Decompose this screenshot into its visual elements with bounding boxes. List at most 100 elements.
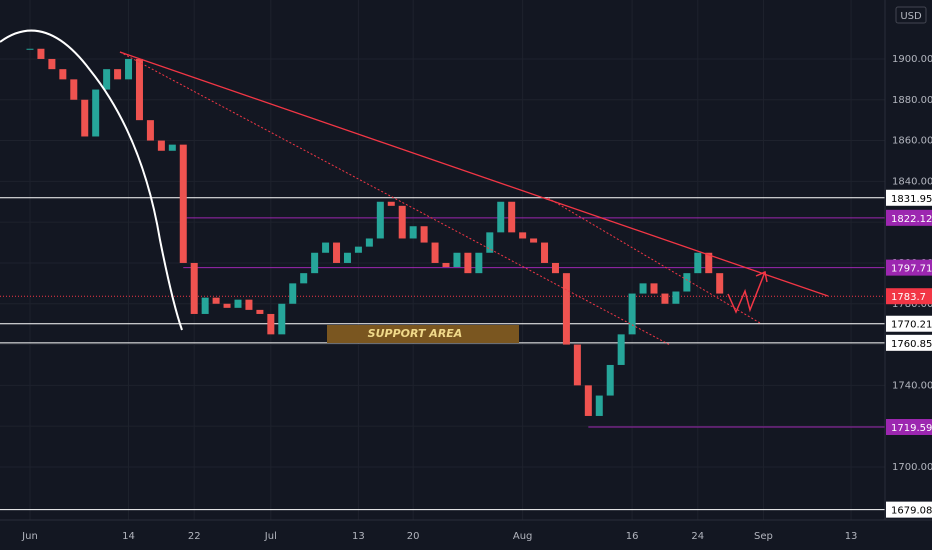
candle: [431, 242, 439, 263]
level-label: 1679.08: [891, 506, 932, 517]
candle: [562, 273, 570, 345]
y-tick-label: 1700.00: [892, 462, 932, 473]
level-tag: [886, 209, 932, 226]
candle: [497, 201, 505, 233]
candle: [617, 334, 625, 365]
candle: [48, 58, 56, 70]
y-tick-label: 1840.00: [892, 176, 932, 187]
candle: [486, 232, 494, 253]
candle: [37, 48, 45, 59]
candle: [234, 299, 242, 308]
level-label: 1770.21: [891, 320, 932, 331]
candle: [333, 242, 341, 263]
candle: [125, 58, 133, 80]
candle: [354, 246, 362, 253]
candle: [179, 144, 187, 263]
candle: [190, 262, 198, 314]
candle: [300, 273, 308, 284]
y-tick-label: 1860.00: [892, 136, 932, 147]
x-tick-label: 16: [626, 531, 639, 542]
candle: [343, 252, 351, 263]
candle: [289, 283, 297, 304]
candle: [595, 395, 603, 416]
level-tag: [886, 334, 932, 351]
level-label: 1822.12: [891, 214, 932, 225]
level-label: 1831.95: [891, 194, 932, 205]
candles: [26, 48, 724, 416]
candle: [365, 238, 373, 247]
support-label: SUPPORT AREA: [368, 327, 463, 340]
candle: [420, 226, 428, 243]
candle: [628, 293, 636, 335]
candle: [278, 303, 286, 335]
candle: [672, 291, 680, 304]
candle: [519, 232, 527, 239]
candle: [661, 293, 669, 304]
drawings: SUPPORT AREA: [0, 29, 829, 346]
x-tick-label: Sep: [754, 531, 773, 542]
candle: [103, 69, 111, 90]
candle: [59, 69, 67, 80]
x-tick-label: 22: [188, 531, 201, 542]
x-tick-label: 14: [122, 531, 135, 542]
candle: [376, 201, 384, 239]
candle: [387, 201, 395, 206]
level-tag: [886, 288, 932, 305]
candle: [639, 283, 647, 294]
candle: [245, 299, 253, 310]
levels: [0, 197, 885, 511]
x-tick-label: Jul: [264, 531, 277, 542]
candle: [409, 226, 417, 239]
x-tick-label: 20: [407, 531, 420, 542]
candle: [453, 252, 461, 268]
candle: [475, 252, 483, 274]
level-label: 1797.71: [891, 264, 932, 275]
candle: [464, 252, 472, 274]
candle: [26, 48, 34, 50]
candle: [551, 262, 559, 274]
candle: [650, 283, 658, 294]
candle: [168, 144, 176, 151]
candle: [311, 252, 319, 274]
currency[interactable]: USD: [900, 11, 922, 22]
arrow-head: [755, 270, 768, 283]
candle: [530, 238, 538, 243]
level-tag: [886, 315, 932, 332]
candle: [716, 273, 724, 294]
candle: [223, 303, 231, 308]
candle: [584, 385, 592, 416]
candle: [322, 242, 330, 253]
candle: [398, 205, 406, 239]
x-tick-label: 24: [691, 531, 704, 542]
x-tick-label: Jun: [21, 531, 38, 542]
candle: [92, 89, 100, 137]
projection: [727, 271, 766, 314]
candle: [606, 364, 614, 396]
candle: [705, 252, 713, 274]
level-tag: [886, 259, 932, 276]
trend-line: [119, 51, 829, 297]
axes: 1700.001720.001740.001760.001780.001800.…: [21, 54, 932, 542]
trend-line: [547, 197, 761, 324]
level-tag: [886, 501, 932, 518]
arc: [0, 29, 183, 331]
candle: [694, 252, 702, 274]
candle: [146, 120, 154, 141]
x-tick-label: Aug: [513, 531, 533, 542]
candle: [157, 140, 165, 151]
candle: [201, 297, 209, 314]
candle: [135, 58, 143, 121]
level-tag: [886, 189, 932, 206]
x-tick-label: 13: [352, 531, 365, 542]
x-tick-label: 13: [845, 531, 858, 542]
support-area: [327, 325, 519, 343]
currency-box[interactable]: [895, 6, 927, 24]
candle: [114, 69, 122, 80]
candle: [541, 242, 549, 263]
candle: [267, 313, 275, 335]
candle: [212, 297, 220, 304]
level-label: 1760.85: [891, 339, 932, 350]
level-label: 1783.7: [891, 292, 926, 303]
